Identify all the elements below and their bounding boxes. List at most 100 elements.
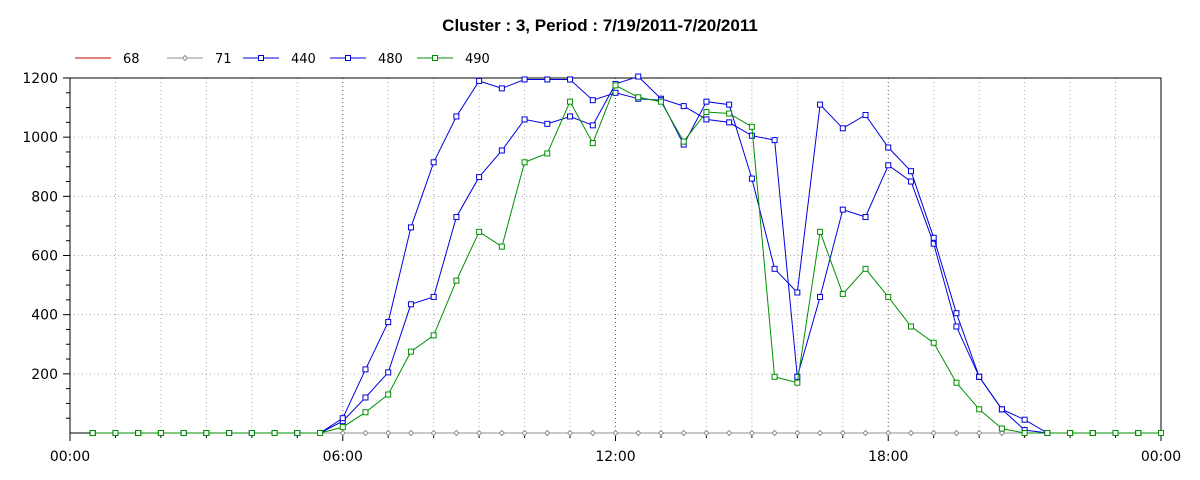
data-point (453, 113, 460, 120)
x-tick-label: 06:00 (323, 449, 363, 465)
data-point (566, 429, 574, 437)
data-point (907, 168, 914, 175)
data-point (89, 430, 96, 436)
data-point (930, 339, 937, 346)
data-point (794, 429, 801, 437)
data-point (635, 73, 642, 80)
data-point (839, 429, 846, 437)
data-point (726, 110, 733, 117)
data-point (385, 429, 392, 437)
data-point (498, 147, 505, 154)
data-point (817, 228, 824, 235)
legend-item-71: 71 (167, 52, 232, 67)
data-point (771, 137, 778, 144)
x-tick-label: 00:00 (1141, 449, 1181, 465)
data-point (453, 277, 460, 284)
data-point (589, 140, 596, 147)
data-point (635, 94, 642, 101)
data-point (407, 224, 414, 231)
data-point (703, 98, 710, 105)
data-point (998, 425, 1005, 432)
data-point (748, 175, 755, 182)
data-point (339, 424, 346, 431)
y-tick-label: 1000 (22, 130, 58, 146)
data-point (181, 54, 189, 62)
series-490 (89, 82, 1164, 436)
data-point (407, 429, 415, 437)
data-point (589, 122, 596, 129)
data-point (1044, 430, 1051, 436)
legend-item-68: 68 (75, 52, 140, 67)
data-point (930, 240, 937, 247)
data-point (271, 430, 278, 436)
data-point (771, 429, 778, 437)
x-tick-label: 12:00 (595, 449, 635, 465)
data-point (771, 373, 778, 380)
data-point (794, 373, 801, 380)
data-point (345, 55, 351, 61)
x-tick-label: 00:00 (50, 449, 90, 465)
data-point (771, 265, 778, 272)
y-axis: 200 400 600 800 1000 1200 (22, 71, 70, 419)
grid (70, 78, 1161, 433)
data-point (725, 429, 733, 437)
data-point (453, 429, 460, 437)
data-point (907, 323, 914, 330)
data-point (294, 430, 301, 436)
data-point (432, 55, 438, 61)
data-point (498, 243, 505, 250)
data-point (816, 429, 824, 437)
data-point (407, 348, 414, 355)
data-point (748, 132, 755, 139)
data-point (430, 159, 437, 166)
data-point (544, 76, 551, 83)
data-point (657, 98, 664, 105)
data-point (635, 429, 642, 437)
data-point (703, 429, 710, 437)
data-point (885, 293, 892, 300)
data-point (476, 174, 483, 181)
legend-label: 480 (378, 52, 403, 67)
data-point (475, 429, 483, 437)
data-point (362, 429, 369, 437)
legend: 68 71 440 480 490 (75, 52, 490, 67)
data-point (885, 144, 892, 151)
y-tick-label: 600 (31, 249, 58, 265)
data-point (907, 178, 914, 185)
data-point (567, 76, 574, 83)
data-point (953, 429, 960, 437)
legend-label: 490 (465, 52, 490, 67)
plot-area: 200 400 600 800 1000 1200 00:00 06:00 12:00 18:0… (22, 71, 1181, 465)
data-point (839, 125, 846, 132)
data-point (567, 113, 574, 120)
data-point (976, 373, 983, 380)
series-line (92, 84, 1161, 434)
data-point (953, 379, 960, 386)
legend-label: 71 (215, 52, 232, 67)
series-line (92, 79, 1161, 434)
data-point (476, 77, 483, 84)
data-point (544, 150, 551, 157)
data-point (544, 120, 551, 127)
data-point (953, 310, 960, 317)
data-point (112, 430, 119, 436)
data-point (385, 319, 392, 326)
data-point (703, 109, 710, 116)
data-point (975, 429, 983, 437)
data-point (885, 162, 892, 169)
data-point (135, 430, 142, 436)
data-point (1021, 416, 1028, 423)
plot-frame (69, 77, 1162, 434)
y-tick-label: 200 (31, 367, 58, 383)
data-point (521, 116, 528, 123)
data-point (226, 430, 233, 436)
data-point (930, 429, 937, 437)
data-point (998, 429, 1006, 437)
data-point (430, 429, 437, 437)
data-point (498, 429, 506, 437)
data-point (248, 430, 255, 436)
legend-item-480: 480 (330, 52, 403, 67)
data-point (907, 429, 915, 437)
data-point (589, 429, 596, 437)
